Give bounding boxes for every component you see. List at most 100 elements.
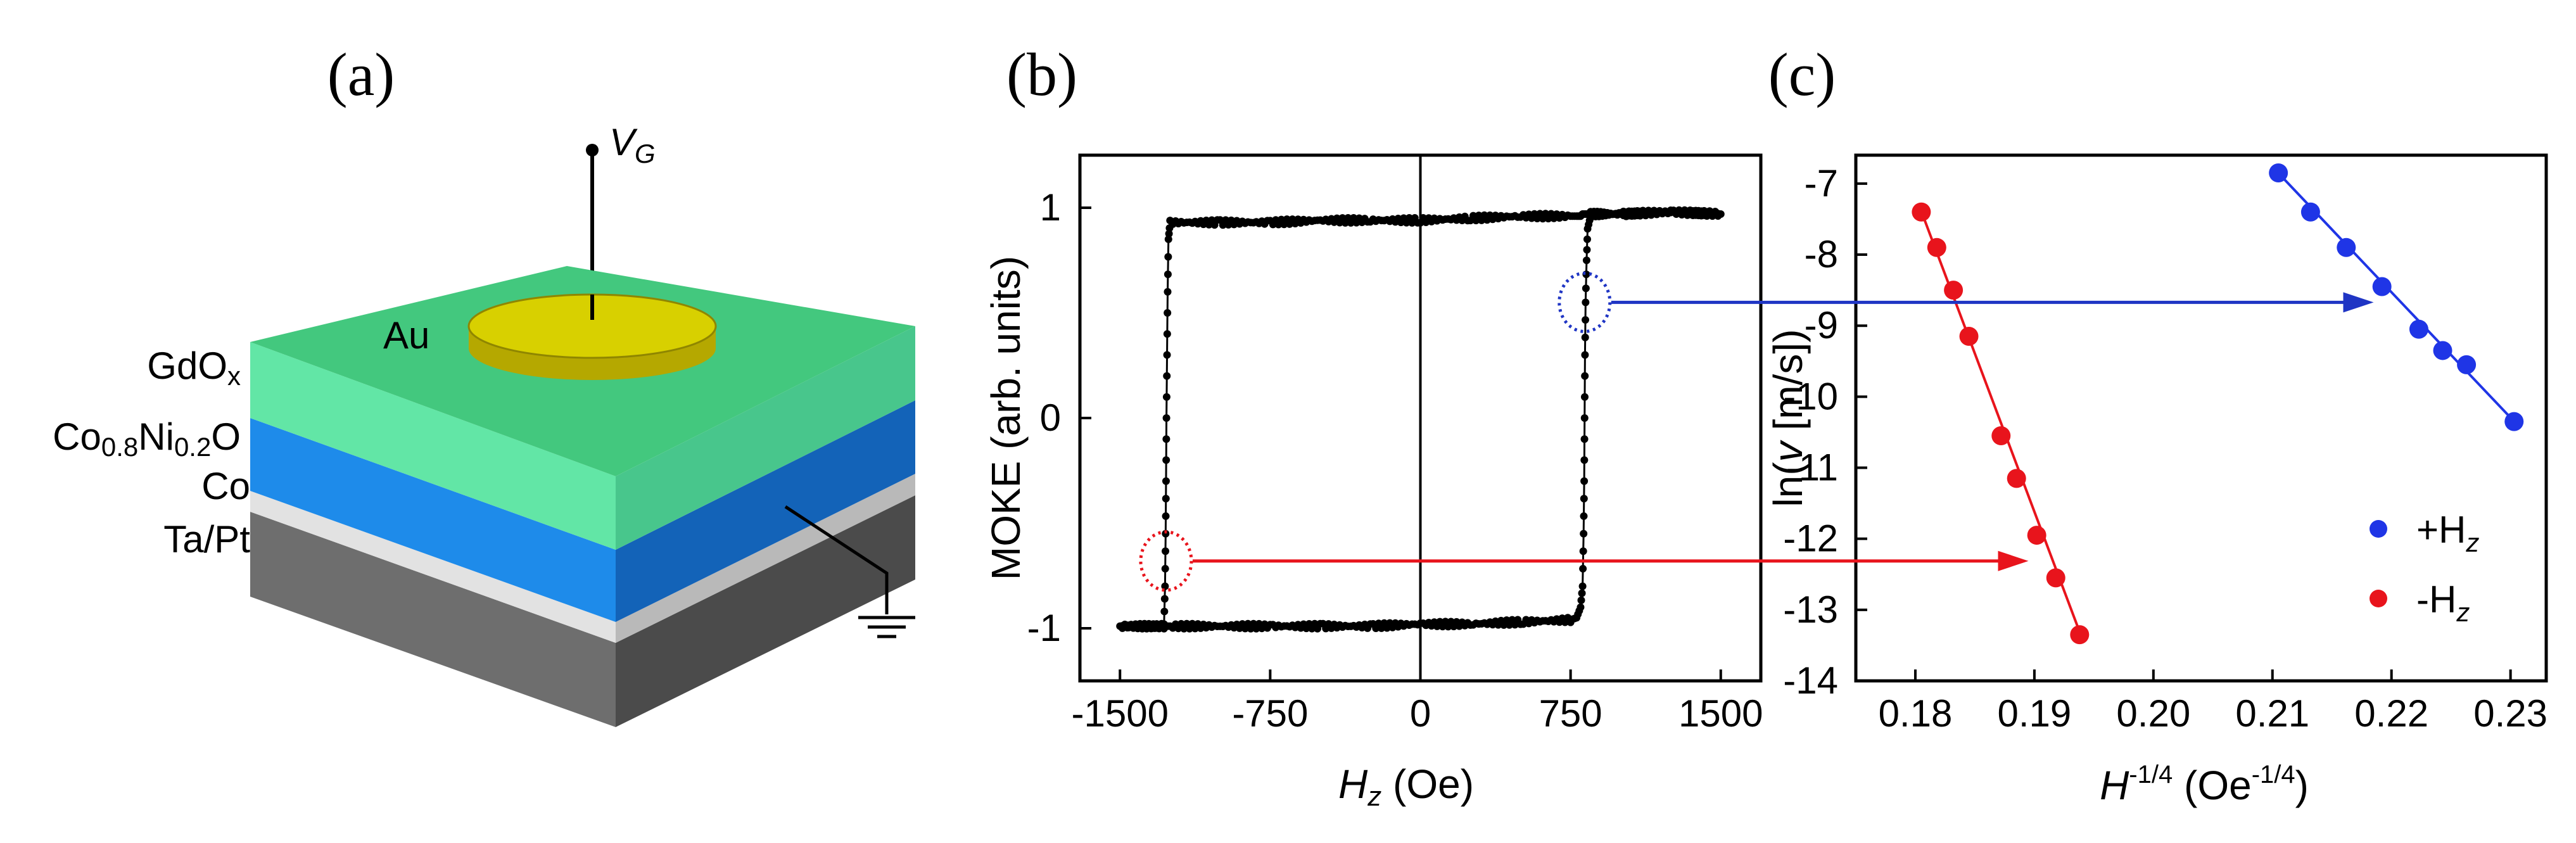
panel-c: (c) 0.18 0.19 0.20 0.21 0.22 0.23 -14 -13 -12 -11… [1765, 41, 2548, 808]
connector-arrow-head [2343, 292, 2374, 313]
co-layer-front [250, 491, 616, 643]
panel-c-label: (c) [1768, 41, 1836, 108]
plot-c-ytick-label: -9 [1805, 304, 1838, 346]
plot-c-xtick-label: 0.21 [2235, 692, 2309, 735]
plot-c-point [2504, 412, 2524, 431]
plot-c-xtick-label: 0.22 [2354, 692, 2428, 735]
plot-b-point [1160, 595, 1169, 603]
plot-c-point [2070, 625, 2090, 645]
gate-terminal [586, 144, 599, 156]
plot-b-point [1163, 372, 1171, 380]
layer-label-tapt: Ta/Pt [163, 518, 250, 561]
plot-b-point [1583, 246, 1591, 254]
plot-b-point [1162, 393, 1171, 401]
plot-c-ytick-label: -13 [1783, 588, 1838, 631]
plot-b-point [1579, 564, 1587, 573]
plot-c-legend: +Hz -Hz [2370, 509, 2479, 627]
plot-c-point [1912, 202, 1931, 222]
plot-c-point [2300, 202, 2320, 222]
plot-b-point [1610, 210, 1618, 218]
plot-b-ylabel: MOKE (arb. units) [983, 256, 1029, 580]
plot-b-point [1581, 351, 1589, 359]
plot-b-markers [1139, 271, 1612, 592]
plot-c-xtick-label: 0.19 [1998, 692, 2072, 735]
panel-b-label: (b) [1006, 41, 1077, 108]
plot-b-point [1577, 596, 1585, 604]
plot-c-point [2372, 277, 2392, 296]
plot-c-series [1912, 163, 2524, 645]
plot-b-xtick-label: -1500 [1072, 692, 1169, 735]
plot-c-ticks: 0.18 0.19 0.20 0.21 0.22 0.23 -14 -13 -12 -11 -10 -… [1783, 162, 2547, 735]
panel-a-label: (a) [327, 41, 395, 108]
plot-b-point [1581, 372, 1589, 380]
plot-b-point [1581, 333, 1589, 341]
plot-b-point [1603, 210, 1611, 218]
coni-layer-front [250, 418, 616, 622]
plot-b-point [1580, 393, 1589, 401]
plot-c-point [2007, 469, 2026, 488]
plot-b-marker-negative-switch [1139, 530, 1193, 592]
plot-b-point [1162, 512, 1170, 520]
plot-b-point [1163, 351, 1171, 359]
plot-c-ytick-label: -12 [1783, 517, 1838, 560]
plot-b-point [1616, 210, 1625, 218]
plot-c-point [2027, 526, 2046, 545]
plot-b-xtick-label: 1500 [1678, 692, 1763, 735]
legend-plus-hz-marker [2370, 520, 2387, 538]
plot-b-point [1164, 288, 1172, 296]
plot-b-point [1164, 235, 1172, 243]
plot-b-ticks: -1500 -750 0 750 1500 -1 0 1 [1027, 155, 1763, 735]
plot-b-point [1160, 607, 1169, 616]
plot-c-point [1991, 426, 2011, 446]
plot-c-point [1927, 238, 1946, 257]
plot-b-point [1161, 564, 1169, 573]
plot-c-ytick-label: -14 [1783, 659, 1838, 702]
au-label: Au [383, 314, 429, 357]
plot-c-point [2409, 319, 2428, 339]
plot-b-point [1165, 229, 1173, 238]
plot-c-frame [1854, 153, 2548, 683]
plot-b-marker-positive-switch [1558, 271, 1612, 333]
plot-b-point [1578, 582, 1587, 590]
coni-layer-side [616, 400, 915, 622]
co-layer-side [616, 474, 915, 643]
plot-b-point [1162, 456, 1171, 464]
layer-label-co: Co [201, 465, 250, 507]
plot-b-point [1580, 495, 1588, 503]
plot-b-point [1163, 330, 1171, 338]
plot-c-point [2457, 355, 2477, 374]
plot-b-point [1162, 435, 1171, 443]
plot-b-point [1580, 456, 1589, 464]
plot-c-ytick-label: -11 [1786, 447, 1838, 489]
legend-plus-hz-label: +Hz [2416, 509, 2479, 557]
plot-c-fit-line-1 [1917, 204, 2083, 639]
plot-b-point [1161, 582, 1169, 590]
plot-c-xlabel: H-1/4 (Oe-1/4) [2100, 761, 2309, 808]
tapt-layer-front [250, 512, 616, 727]
plot-c-ytick-label: -10 [1783, 375, 1838, 417]
plot-b-series [1116, 206, 1725, 633]
layer-label-coni: Co0.8Ni0.2O [53, 415, 241, 462]
plot-b-point [1164, 309, 1172, 317]
plot-b-point [1580, 414, 1589, 422]
plot-b-point [1580, 512, 1588, 520]
plot-c-xtick-label: 0.23 [2473, 692, 2547, 735]
legend-minus-hz-label: -Hz [2416, 578, 2470, 627]
plot-b-ytick-label: -1 [1027, 607, 1061, 649]
plot-b-point [1164, 270, 1172, 279]
plot-b-point [1582, 298, 1590, 307]
plot-c-ytick-label: -7 [1805, 162, 1838, 205]
plot-b-point [1583, 235, 1591, 243]
plot-b-point [1583, 225, 1592, 233]
plot-b-point [1162, 495, 1170, 503]
plot-b-point [1119, 624, 1127, 632]
plot-c-ytick-label: -8 [1805, 233, 1838, 276]
plot-b-point [1578, 589, 1586, 597]
plot-b-point [1580, 529, 1588, 538]
plot-b-xtick-label: -750 [1232, 692, 1308, 735]
plot-b-xtick-label: 750 [1539, 692, 1602, 735]
plot-c-point [1944, 281, 1964, 300]
ground-wire [784, 505, 889, 614]
gate-voltage-label: VG [609, 121, 656, 168]
